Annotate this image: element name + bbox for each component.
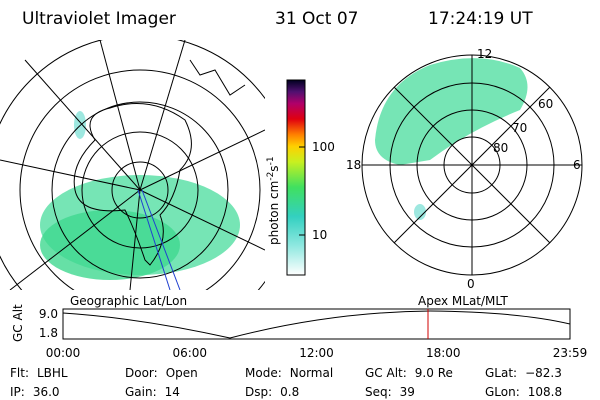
geo-map xyxy=(0,40,265,290)
colorbar-tick-label: 100 xyxy=(312,140,335,154)
mlt-label: 12 xyxy=(477,47,492,61)
mlat-label: 80 xyxy=(493,141,508,155)
field-value: Open xyxy=(166,366,198,380)
field-label: Mode: xyxy=(245,366,282,380)
mlat-label: 60 xyxy=(538,97,553,111)
colorbar-label: photon cm-2s-1 xyxy=(266,156,281,245)
field-label: Seq: xyxy=(365,385,392,399)
colorbar xyxy=(286,79,306,276)
title: Ultraviolet Imager xyxy=(22,9,176,29)
unit: -1 xyxy=(266,156,276,165)
colorbar-tick-label: 10 xyxy=(312,228,327,242)
mlt-label: 6 xyxy=(573,158,581,172)
field-value: 9.0 Re xyxy=(415,366,453,380)
field-label: Flt: xyxy=(10,366,29,380)
field-value: LBHL xyxy=(37,366,68,380)
altitude-curve xyxy=(62,310,571,339)
footer: Flt: LBHL Door: Open Mode: Normal GC Alt: 9.0 R… xyxy=(10,366,562,399)
field-label: Door: xyxy=(125,366,158,380)
time-label: 00:00 xyxy=(46,346,81,360)
field-value: 36.0 xyxy=(33,385,60,399)
panel-label: Apex MLat/MLT xyxy=(418,294,508,308)
time-label: 06:00 xyxy=(172,346,207,360)
polar-map: 12 18 6 0 60 70 80 xyxy=(346,47,583,291)
field-value: 108.8 xyxy=(528,385,562,399)
mlt-label: 0 xyxy=(467,277,475,291)
field-label: Gain: xyxy=(125,385,157,399)
time: 17:24:19 UT xyxy=(428,9,533,29)
field-label: Dsp: xyxy=(245,385,272,399)
mlat-label: 70 xyxy=(512,121,527,135)
field-value: 39 xyxy=(400,385,415,399)
time-axis: 00:00 06:00 12:00 18:00 23:59 xyxy=(46,346,588,360)
tick-label: 9.0 xyxy=(39,307,58,321)
panel-label: Geographic Lat/Lon xyxy=(70,294,187,308)
axis-label: GC Alt xyxy=(11,304,25,342)
unit: -2 xyxy=(266,172,276,181)
date: 31 Oct 07 xyxy=(275,9,358,29)
time-label: 12:00 xyxy=(299,346,334,360)
field-label: IP: xyxy=(10,385,25,399)
field-value: −82.3 xyxy=(525,366,562,380)
unit: s xyxy=(267,165,281,171)
field-value: 0.8 xyxy=(280,385,299,399)
field-label: GC Alt: xyxy=(365,366,407,380)
field-value: 14 xyxy=(165,385,180,399)
field-value: Normal xyxy=(290,366,333,380)
time-label: 23:59 xyxy=(553,346,588,360)
field-label: GLat: xyxy=(485,366,517,380)
mlt-label: 18 xyxy=(346,158,361,172)
field-label: GLon: xyxy=(485,385,520,399)
unit: photon cm xyxy=(267,181,281,245)
tick-label: 1.8 xyxy=(39,326,58,340)
time-label: 18:00 xyxy=(426,346,461,360)
